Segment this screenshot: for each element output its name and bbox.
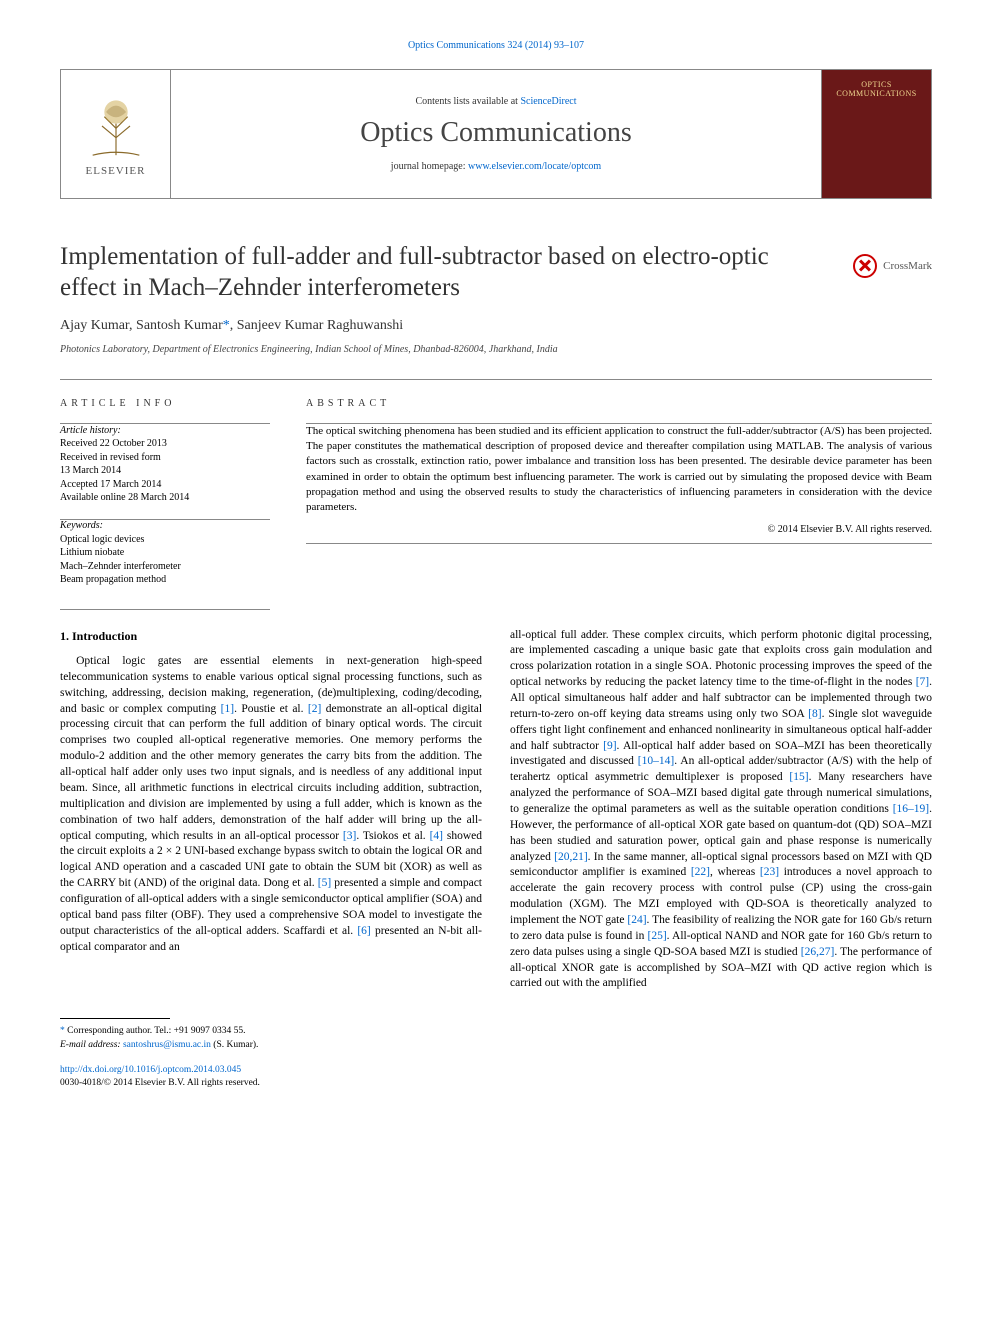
ref-link[interactable]: [16–19] (893, 803, 929, 815)
keywords-label: Keywords: (60, 520, 270, 531)
sciencedirect-link[interactable]: ScienceDirect (520, 96, 576, 107)
meta-row: ARTICLE INFO Article history: Received 2… (60, 398, 932, 587)
body-columns: 1. Introduction Optical logic gates are … (60, 628, 932, 993)
abstract-text: The optical switching phenomena has been… (306, 424, 932, 516)
body-paragraph: all-optical full adder. These complex ci… (510, 628, 932, 993)
keyword: Mach–Zehnder interferometer (60, 561, 181, 572)
divider (60, 609, 270, 610)
doi-line: http://dx.doi.org/10.1016/j.optcom.2014.… (60, 1064, 932, 1077)
keywords-list: Optical logic devices Lithium niobate Ma… (60, 533, 270, 587)
homepage-link[interactable]: www.elsevier.com/locate/optcom (468, 161, 601, 172)
footer-block: * Corresponding author. Tel.: +91 9097 0… (60, 1018, 932, 1090)
keyword: Lithium niobate (60, 547, 124, 558)
ref-link[interactable]: [26,27] (801, 946, 835, 958)
history-block: Article history: Received 22 October 201… (60, 424, 270, 505)
ref-link[interactable]: [10–14] (638, 755, 674, 767)
crossmark-icon (853, 254, 877, 278)
elsevier-tree-icon (81, 91, 151, 161)
publisher-logo-box: ELSEVIER (61, 70, 171, 198)
abstract-label: ABSTRACT (306, 398, 932, 409)
contents-line: Contents lists available at ScienceDirec… (415, 96, 576, 107)
divider (60, 379, 932, 380)
divider (306, 543, 932, 544)
footnote-rule (60, 1018, 170, 1019)
history-line: Accepted 17 March 2014 (60, 479, 161, 490)
ref-link[interactable]: [23] (760, 866, 779, 878)
keyword: Optical logic devices (60, 534, 144, 545)
crossmark-label: CrossMark (883, 260, 932, 272)
keyword: Beam propagation method (60, 574, 166, 585)
ref-link[interactable]: [15] (789, 771, 808, 783)
ref-link[interactable]: [6] (357, 925, 370, 937)
section-heading: 1. Introduction (60, 628, 482, 645)
ref-link[interactable]: [4] (430, 830, 443, 842)
ref-link[interactable]: [25] (647, 930, 666, 942)
history-line: Received in revised form (60, 452, 161, 463)
article-title: Implementation of full-adder and full-su… (60, 241, 800, 304)
footnote-mark: * (60, 1026, 65, 1036)
email-tail: (S. Kumar). (211, 1040, 259, 1050)
abstract-copyright: © 2014 Elsevier B.V. All rights reserved… (306, 524, 932, 535)
history-line: Available online 28 March 2014 (60, 492, 189, 503)
journal-cover-thumb: OPTICS COMMUNICATIONS (821, 70, 931, 198)
ref-link[interactable]: [5] (318, 877, 331, 889)
journal-name: Optics Communications (360, 117, 631, 149)
ref-link[interactable]: [24] (627, 914, 646, 926)
history-line: 13 March 2014 (60, 465, 121, 476)
abstract-block: ABSTRACT The optical switching phenomena… (306, 398, 932, 587)
corresponding-note: * Corresponding author. Tel.: +91 9097 0… (60, 1025, 932, 1038)
crossmark-badge[interactable]: CrossMark (853, 254, 932, 278)
ref-link[interactable]: [3] (343, 830, 356, 842)
history-label: Article history: (60, 425, 121, 436)
ref-link[interactable]: [20,21] (554, 851, 588, 863)
publisher-name: ELSEVIER (86, 165, 146, 177)
authors-line: Ajay Kumar, Santosh Kumar*, Sanjeev Kuma… (60, 318, 932, 334)
top-citation-link[interactable]: Optics Communications 324 (2014) 93–107 (408, 40, 584, 51)
top-citation: Optics Communications 324 (2014) 93–107 (60, 40, 932, 51)
body-paragraph: Optical logic gates are essential elemen… (60, 654, 482, 955)
article-info-label: ARTICLE INFO (60, 398, 270, 409)
ref-link[interactable]: [22] (691, 866, 710, 878)
ref-link[interactable]: [9] (603, 740, 616, 752)
ref-link[interactable]: [1] (221, 703, 234, 715)
contents-prefix: Contents lists available at (415, 96, 520, 107)
homepage-prefix: journal homepage: (391, 161, 468, 172)
journal-header: ELSEVIER Contents lists available at Sci… (60, 69, 932, 199)
ref-link[interactable]: [2] (308, 703, 321, 715)
history-line: Received 22 October 2013 (60, 438, 167, 449)
corresponding-mark[interactable]: * (223, 318, 230, 333)
affiliation: Photonics Laboratory, Department of Elec… (60, 344, 932, 355)
ref-link[interactable]: [7] (916, 676, 929, 688)
homepage-line: journal homepage: www.elsevier.com/locat… (391, 161, 601, 172)
email-line: E-mail address: santoshrus@ismu.ac.in (S… (60, 1039, 932, 1052)
journal-header-center: Contents lists available at ScienceDirec… (171, 70, 821, 198)
authors-part2: , Sanjeev Kumar Raghuwanshi (230, 318, 403, 333)
article-info-block: ARTICLE INFO Article history: Received 2… (60, 398, 270, 587)
authors-part1: Ajay Kumar, Santosh Kumar (60, 318, 223, 333)
email-link[interactable]: santoshrus@ismu.ac.in (123, 1040, 211, 1050)
ref-link[interactable]: [8] (808, 708, 821, 720)
email-label: E-mail address: (60, 1040, 123, 1050)
corresponding-text: Corresponding author. Tel.: +91 9097 033… (67, 1026, 245, 1036)
doi-link[interactable]: http://dx.doi.org/10.1016/j.optcom.2014.… (60, 1065, 241, 1075)
issn-line: 0030-4018/© 2014 Elsevier B.V. All right… (60, 1077, 932, 1090)
cover-title: OPTICS COMMUNICATIONS (828, 80, 925, 98)
